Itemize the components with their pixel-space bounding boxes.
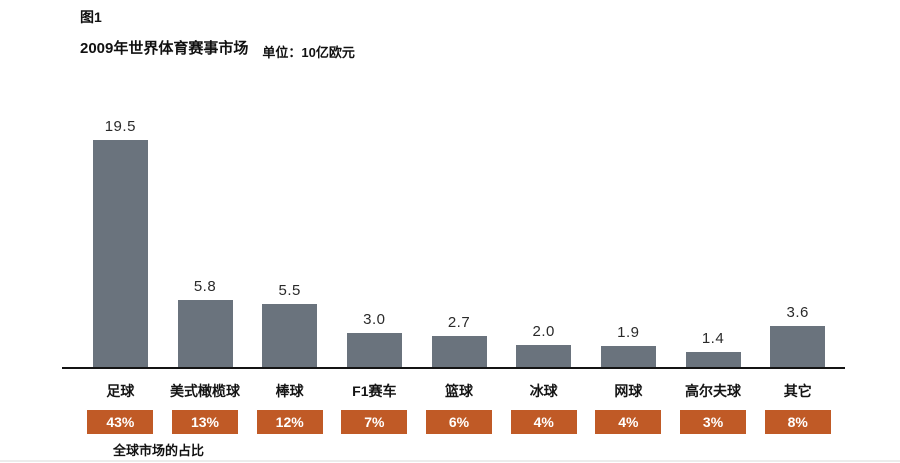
bar — [262, 304, 318, 368]
chart-header: 图1 2009年世界体育赛事市场 单位：10亿欧元 — [80, 7, 355, 61]
bar — [600, 346, 656, 368]
bar-value-label: 3.0 — [363, 311, 386, 328]
category-label: 棒球 — [275, 383, 304, 399]
bar-value-label: 2.7 — [447, 314, 471, 331]
percent-badge: 13% — [172, 410, 238, 434]
x-axis-line — [62, 367, 845, 369]
bar — [431, 336, 487, 368]
category-label: 足球 — [106, 383, 135, 399]
title-row: 2009年世界体育赛事市场 单位：10亿欧元 — [80, 37, 355, 61]
percent-badge: 43% — [87, 410, 154, 434]
bar-column: 5.5 棒球 12% — [247, 112, 332, 434]
unit-label: 单位：10亿欧元 — [262, 45, 355, 60]
bar-value-label: 2.0 — [532, 323, 555, 340]
percent-badge: 6% — [426, 410, 493, 434]
bar-area: 2.7 — [431, 112, 487, 368]
bar-area: 3.0 — [346, 112, 402, 368]
percent-badge: 12% — [256, 410, 323, 434]
bar — [92, 140, 148, 368]
bar — [346, 333, 402, 368]
bar-columns: 19.5 足球 43% 5.8 美式橄榄球 13% 5.5 棒球 12% 3.0… — [78, 112, 840, 434]
bar-area: 19.5 — [92, 112, 148, 368]
bar-area: 2.0 — [516, 112, 572, 368]
bar — [770, 326, 826, 368]
global-share-label: 全球市场的占比 — [113, 443, 205, 458]
chart-title: 2009年世界体育赛事市场 — [80, 40, 249, 57]
bar-area: 1.9 — [600, 112, 656, 368]
category-label: 高尔夫球 — [685, 383, 742, 399]
bar-column: 3.0 F1赛车 7% — [332, 112, 417, 434]
percent-badge: 4% — [595, 410, 662, 434]
bar-column: 5.8 美式橄榄球 13% — [163, 112, 248, 434]
category-label: 美式橄榄球 — [170, 383, 240, 399]
bar-column: 2.0 冰球 4% — [501, 112, 586, 434]
bar-column: 2.7 篮球 6% — [417, 112, 502, 434]
bar-area: 1.4 — [685, 112, 741, 368]
bar-area: 5.5 — [262, 112, 318, 368]
category-label: 网球 — [614, 383, 643, 399]
percent-badge: 3% — [680, 410, 747, 434]
bar-area: 3.6 — [770, 112, 826, 368]
category-label: F1赛车 — [352, 383, 397, 399]
bar-column: 1.9 网球 4% — [586, 112, 671, 434]
bar-value-label: 5.8 — [193, 278, 217, 295]
bar-column: 19.5 足球 43% — [78, 112, 163, 434]
bar — [516, 345, 572, 368]
category-label: 篮球 — [445, 383, 474, 399]
percent-badge: 4% — [510, 410, 577, 434]
figure-label: 图1 — [80, 9, 102, 25]
bar — [685, 352, 741, 368]
bar — [177, 300, 233, 368]
bottom-divider — [0, 460, 900, 462]
bar-value-label: 3.6 — [786, 304, 809, 321]
percent-badge: 7% — [341, 410, 408, 434]
bar-column: 3.6 其它 8% — [755, 112, 840, 434]
category-label: 冰球 — [529, 383, 558, 399]
bar-column: 1.4 高尔夫球 3% — [671, 112, 756, 434]
bar-value-label: 5.5 — [278, 282, 301, 299]
bar-value-label: 19.5 — [104, 118, 136, 135]
category-label: 其它 — [783, 383, 812, 399]
percent-badge: 8% — [764, 410, 831, 434]
bar-chart: 19.5 足球 43% 5.8 美式橄榄球 13% 5.5 棒球 12% 3.0… — [62, 112, 845, 434]
bar-area: 5.8 — [177, 112, 233, 368]
bar-value-label: 1.9 — [617, 324, 640, 341]
bar-value-label: 1.4 — [701, 330, 725, 347]
